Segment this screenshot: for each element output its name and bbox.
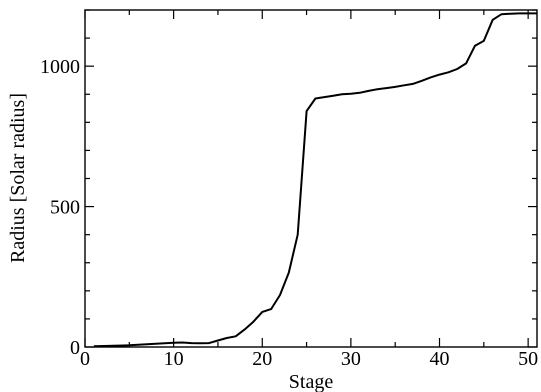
x-tick-label: 30 bbox=[341, 348, 361, 370]
x-tick-label: 40 bbox=[430, 348, 450, 370]
plot-frame bbox=[84, 9, 538, 348]
y-tick-label: 500 bbox=[50, 197, 80, 219]
y-tick-label: 1000 bbox=[40, 56, 80, 78]
x-tick-label: 20 bbox=[252, 348, 272, 370]
x-tick-label: 50 bbox=[518, 348, 538, 370]
x-tick-label: 10 bbox=[164, 348, 184, 370]
y-axis-label: Radius [Solar radius] bbox=[7, 93, 29, 263]
y-tick-label: 0 bbox=[70, 337, 80, 359]
x-tick-label: 0 bbox=[80, 348, 90, 370]
series-line bbox=[93, 12, 537, 348]
series-group bbox=[93, 12, 537, 348]
axis-ticks bbox=[84, 9, 537, 348]
x-axis-label: Stage bbox=[289, 371, 334, 392]
